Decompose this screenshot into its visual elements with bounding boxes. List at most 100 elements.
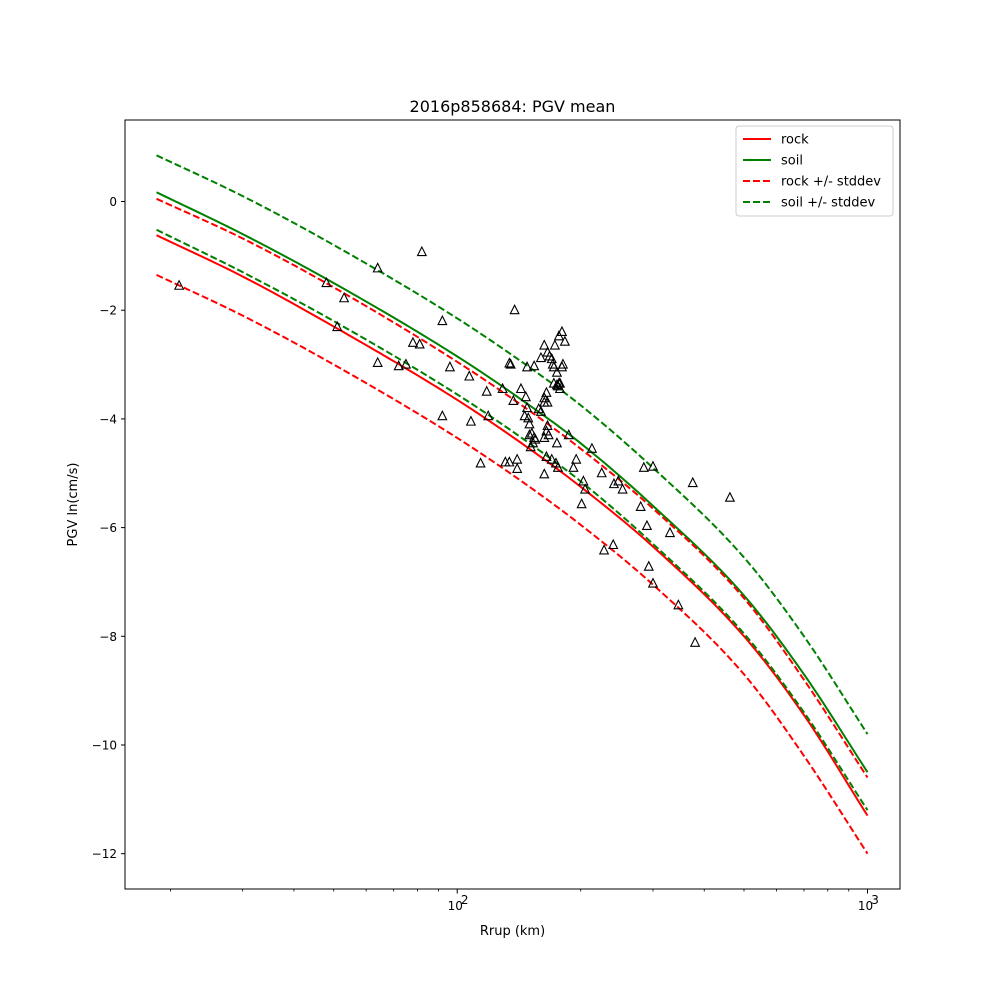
y-tick-label-3: −6 — [99, 521, 117, 535]
plot-frame — [124, 119, 901, 890]
data-point-86 — [647, 577, 659, 588]
data-point-84 — [643, 560, 654, 571]
series-line-0 — [156, 234, 869, 817]
x-axis-label: Rrup (km) — [480, 924, 545, 939]
data-point-23 — [515, 382, 527, 394]
data-point-40 — [539, 431, 550, 442]
data-point-91 — [724, 491, 736, 502]
data-point-51 — [551, 437, 563, 448]
data-points — [173, 245, 736, 647]
data-point-58 — [539, 339, 550, 350]
data-point-46 — [546, 453, 557, 464]
data-point-56 — [553, 330, 565, 341]
data-point-4 — [416, 245, 428, 257]
data-point-57 — [559, 335, 571, 346]
data-point-55 — [556, 325, 568, 337]
data-point-12 — [444, 361, 456, 372]
data-point-53 — [552, 461, 564, 472]
data-point-65 — [552, 380, 564, 391]
data-point-9 — [414, 338, 425, 349]
x-tick-label-1: 10 — [858, 899, 873, 913]
x-tick-label-0: 10 — [448, 899, 463, 913]
data-point-92 — [504, 357, 515, 368]
series-lines — [156, 154, 869, 855]
data-point-85 — [647, 460, 659, 471]
data-point-93 — [509, 303, 520, 315]
data-point-8 — [407, 336, 419, 347]
data-point-16 — [483, 409, 494, 421]
y-tick-label-0: 0 — [109, 195, 117, 209]
data-point-87 — [664, 526, 676, 538]
series-line-3 — [156, 273, 869, 855]
data-point-77 — [608, 538, 619, 550]
data-point-69 — [568, 461, 579, 472]
data-point-18 — [481, 385, 492, 396]
data-point-24 — [508, 394, 519, 406]
data-point-3 — [372, 262, 383, 273]
data-point-17 — [475, 457, 486, 468]
x-tick-exponent-0: 2 — [461, 893, 469, 907]
data-point-64 — [551, 366, 563, 377]
data-point-6 — [372, 356, 383, 367]
data-point-29 — [519, 409, 530, 421]
data-point-100 — [542, 396, 553, 407]
data-point-74 — [586, 442, 598, 453]
y-axis-label: PGV ln(cm/s) — [66, 463, 81, 547]
data-point-22 — [505, 358, 516, 369]
data-point-89 — [687, 476, 698, 488]
legend-label-1: soil — [781, 154, 803, 169]
data-point-44 — [543, 428, 554, 440]
data-point-50 — [554, 382, 566, 394]
data-point-79 — [613, 475, 624, 486]
series-line-1 — [156, 191, 869, 773]
data-point-7 — [437, 314, 448, 326]
data-point-10 — [393, 359, 404, 371]
y-tick-label-6: −12 — [92, 847, 117, 861]
series-line-2 — [156, 197, 869, 779]
data-point-71 — [576, 498, 587, 509]
data-point-82 — [638, 461, 650, 472]
data-point-36 — [533, 402, 544, 414]
data-point-42 — [539, 468, 550, 479]
data-point-96 — [521, 361, 533, 372]
data-point-0 — [173, 279, 185, 290]
data-point-68 — [563, 428, 574, 440]
data-point-5 — [332, 320, 343, 332]
x-tick-exponent-1: 3 — [871, 893, 879, 907]
data-point-80 — [617, 483, 628, 494]
data-point-15 — [464, 370, 475, 381]
legend-label-2: rock +/- stddev — [781, 175, 881, 190]
data-point-39 — [541, 386, 552, 397]
data-point-35 — [525, 440, 536, 452]
data-point-2 — [338, 292, 350, 303]
data-point-98 — [535, 351, 547, 363]
data-point-13 — [437, 409, 448, 421]
data-point-28 — [523, 412, 534, 423]
data-point-88 — [673, 599, 684, 610]
data-point-1 — [321, 276, 332, 288]
data-point-20 — [504, 456, 515, 467]
data-point-30 — [524, 428, 535, 440]
data-point-78 — [608, 477, 620, 489]
data-point-72 — [578, 475, 589, 486]
data-point-45 — [541, 450, 552, 462]
data-point-14 — [465, 415, 477, 426]
data-point-94 — [497, 382, 508, 394]
legend-label-3: soil +/- stddev — [781, 196, 876, 211]
data-point-26 — [521, 401, 533, 413]
y-tick-label-4: −8 — [99, 630, 117, 644]
data-point-60 — [544, 350, 555, 361]
data-point-101 — [556, 361, 568, 372]
data-point-11 — [400, 358, 412, 369]
data-point-83 — [641, 519, 653, 531]
data-point-97 — [528, 359, 540, 371]
series-line-5 — [156, 228, 869, 811]
data-point-76 — [598, 544, 610, 555]
plot-area — [125, 120, 900, 889]
y-tick-label-1: −2 — [99, 304, 117, 318]
legend-label-0: rock — [781, 133, 809, 148]
data-point-73 — [579, 483, 591, 494]
data-point-25 — [520, 390, 532, 402]
data-point-54 — [549, 339, 561, 350]
